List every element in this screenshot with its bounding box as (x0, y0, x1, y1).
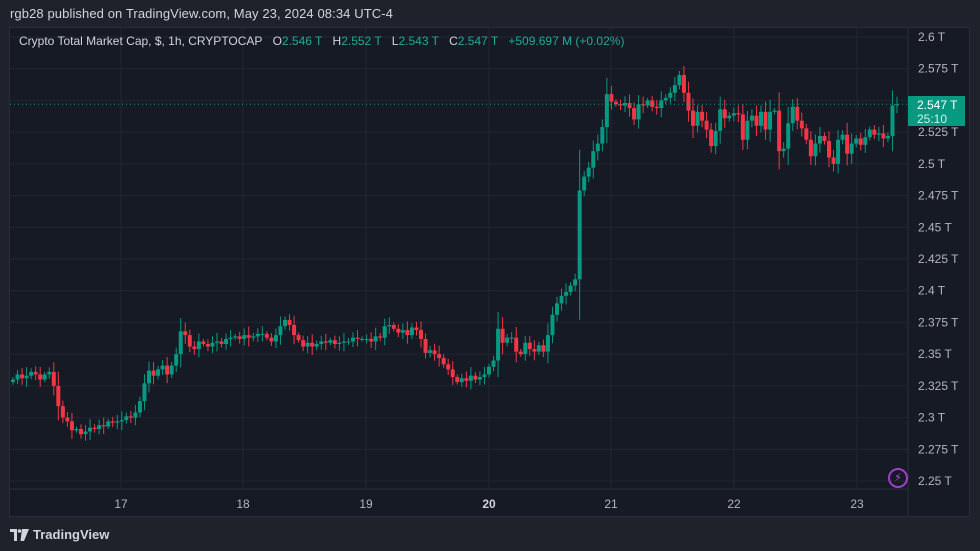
grid-lines (10, 28, 908, 489)
tradingview-logo-icon (10, 528, 29, 541)
svg-text:23: 23 (850, 497, 864, 511)
svg-text:18: 18 (236, 497, 250, 511)
chart-legend: Crypto Total Market Cap, $, 1h, CRYPTOCA… (19, 34, 624, 48)
open-label: O (272, 34, 282, 48)
svg-text:2.275 T: 2.275 T (918, 442, 959, 456)
symbol-description: Crypto Total Market Cap, $, 1h, CRYPTOCA… (19, 34, 263, 48)
svg-text:2.5 T: 2.5 T (918, 157, 946, 171)
svg-text:22: 22 (727, 497, 741, 511)
svg-text:21: 21 (604, 497, 618, 511)
last-price-value: 2.547 T (917, 98, 958, 112)
low-label: L (391, 34, 399, 48)
change-value: +509.697 M (+0.02%) (508, 34, 625, 48)
close-label: C (449, 34, 458, 48)
svg-text:2.3 T: 2.3 T (918, 411, 946, 425)
low-value: 2.543 T (398, 34, 439, 48)
tradingview-footer[interactable]: TradingView (10, 527, 109, 542)
high-value: 2.552 T (341, 34, 382, 48)
high-label: H (332, 34, 342, 48)
svg-text:2.325 T: 2.325 T (918, 379, 959, 393)
svg-text:2.25 T: 2.25 T (918, 474, 952, 488)
brand-name: TradingView (33, 527, 110, 542)
svg-text:2.45 T: 2.45 T (918, 220, 952, 234)
price-axis[interactable]: 2.6 T2.575 T2.55 T2.525 T2.5 T2.475 T2.4… (918, 30, 959, 488)
publish-line: rgb28 published on TradingView.com, May … (10, 6, 393, 21)
close-value: 2.547 T (457, 34, 499, 48)
open-value: 2.546 T (281, 34, 323, 48)
last-price-badge: 2.547 T 25:10 (908, 96, 965, 126)
svg-text:2.375 T: 2.375 T (918, 315, 959, 329)
svg-text:2.525 T: 2.525 T (918, 125, 959, 139)
svg-text:20: 20 (482, 497, 496, 511)
svg-text:19: 19 (359, 497, 373, 511)
svg-text:2.575 T: 2.575 T (918, 62, 959, 76)
time-axis[interactable]: 17 18 19 20 21 22 23 (114, 497, 864, 511)
svg-text:2.425 T: 2.425 T (918, 252, 959, 266)
bar-countdown: 25:10 (917, 112, 948, 126)
lightning-bolt-icon[interactable]: ⚡︎ (888, 468, 908, 488)
svg-text:2.35 T: 2.35 T (918, 347, 952, 361)
svg-text:2.4 T: 2.4 T (918, 284, 946, 298)
svg-text:17: 17 (114, 497, 128, 511)
svg-text:2.475 T: 2.475 T (918, 189, 959, 203)
svg-text:2.6 T: 2.6 T (918, 30, 946, 44)
candles (11, 65, 899, 441)
